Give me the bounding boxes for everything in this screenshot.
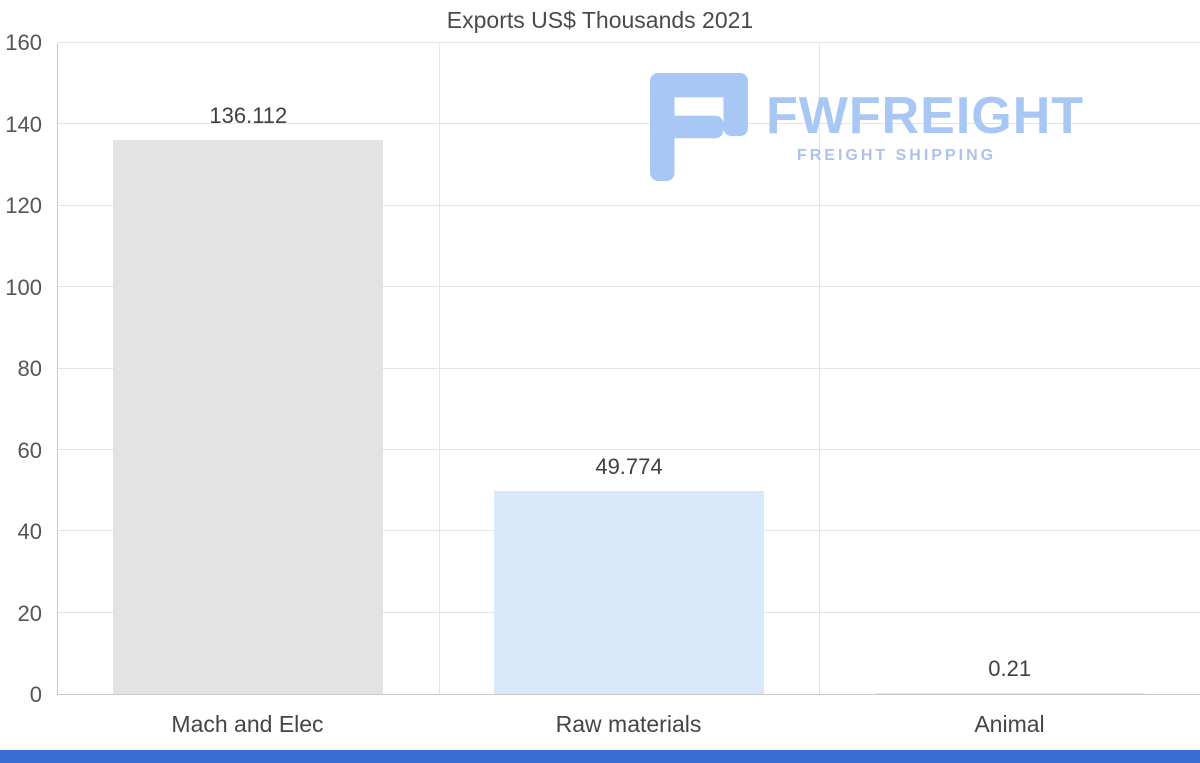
chart-title: Exports US$ Thousands 2021 <box>446 7 754 33</box>
y-tick-label: 60 <box>17 437 42 463</box>
logo-text: FWFREIGHT FREIGHT SHIPPING <box>766 89 1084 166</box>
freight-logo-icon <box>650 72 748 182</box>
gridline <box>58 367 1200 369</box>
bar-value-label: 0.21 <box>988 656 1032 681</box>
y-tick-label: 100 <box>5 274 42 300</box>
bar-column: 49.774 <box>439 43 820 694</box>
watermark-logo: FWFREIGHT FREIGHT SHIPPING <box>648 66 1084 188</box>
vertical-gridline <box>819 43 821 694</box>
bar-value-label: 136.112 <box>209 103 288 129</box>
gridline <box>58 42 1200 43</box>
bar-column: 0.21 <box>819 43 1200 694</box>
x-axis-label: Mach and Elec <box>171 711 324 737</box>
y-tick-label: 120 <box>5 193 42 218</box>
y-tick-label: 160 <box>5 30 42 55</box>
plot-area: 136.112 49.774 0.21 <box>57 42 1200 695</box>
gridline <box>58 123 1200 125</box>
y-tick-label: 80 <box>17 356 42 381</box>
logo-tagline-text: FREIGHT SHIPPING <box>796 147 997 165</box>
y-tick-label: 40 <box>17 519 42 544</box>
y-axis: 0 20 40 60 80 100 120 140 160 <box>0 32 48 706</box>
bar-value-label: 49.774 <box>595 454 663 480</box>
footer-accent-strip <box>0 750 1200 763</box>
logo-glyph <box>650 72 748 182</box>
logo-brand-text: FWFREIGHT <box>766 86 1085 145</box>
y-tick-label: 20 <box>17 600 42 626</box>
y-tick-label: 140 <box>5 111 42 137</box>
x-axis-label: Raw materials <box>555 711 702 737</box>
bar-raw-materials <box>493 491 765 694</box>
bar-mach-and-elec <box>113 140 384 694</box>
bar-animal <box>874 693 1145 694</box>
bar-column: 136.112 <box>58 43 439 694</box>
gridline <box>58 448 1200 450</box>
vertical-gridline <box>438 43 440 694</box>
x-axis-label: Animal <box>974 711 1045 737</box>
x-axis: Mach and Elec Raw materials Animal <box>57 703 1200 737</box>
gridline <box>58 204 1200 206</box>
gridline <box>58 286 1200 288</box>
y-tick-label: 0 <box>29 682 42 707</box>
